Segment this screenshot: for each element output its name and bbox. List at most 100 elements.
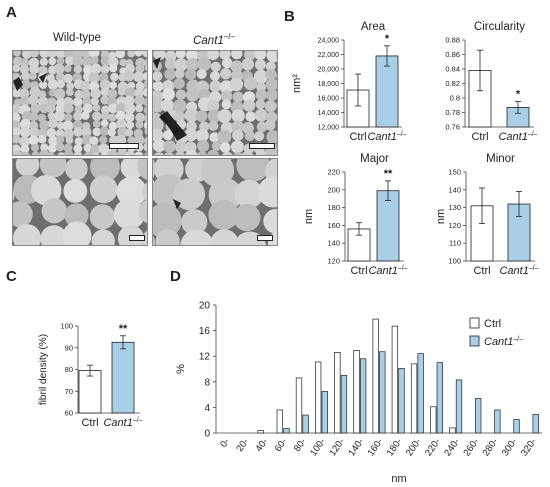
bar-ctrl: [391, 325, 399, 434]
fibril: [255, 150, 268, 155]
fibril: [276, 133, 277, 139]
y-tick-label: 120: [448, 221, 461, 230]
fibril: [207, 51, 220, 61]
fibril: [116, 118, 127, 130]
fibril: [143, 97, 147, 108]
fibril: [55, 142, 65, 152]
fibril: [127, 136, 136, 145]
fibril: [54, 110, 66, 122]
fibril: [266, 130, 277, 144]
fibril: [174, 68, 185, 79]
bar-ctrl: [430, 406, 437, 434]
fibril: [265, 61, 276, 72]
x-tick-label: 260-: [461, 436, 481, 458]
fibril: [142, 182, 147, 203]
x-tick-label: 240-: [442, 436, 462, 458]
fibril: [243, 99, 256, 112]
fibril: [134, 88, 144, 98]
fibril: [63, 73, 73, 84]
fibril: [13, 64, 21, 73]
fibril: [233, 231, 267, 245]
fibril: [241, 58, 255, 71]
fibril: [234, 179, 264, 209]
fibril: [80, 89, 91, 100]
fibril: [56, 121, 65, 130]
fibril: [64, 203, 89, 228]
fibril: [39, 159, 67, 178]
fibril: [81, 56, 93, 68]
fibril: [47, 112, 56, 120]
bar-ctrl: [372, 318, 379, 434]
fibril: [174, 151, 186, 155]
fibril: [244, 51, 256, 61]
fibril: [13, 224, 41, 245]
fibril: [28, 111, 39, 122]
bar-cant1: [532, 414, 539, 434]
bar-cant1: [376, 190, 400, 262]
fibril: [90, 159, 120, 182]
fibril: [107, 88, 118, 99]
bar-ctrl: [78, 370, 102, 414]
bar-ctrl: [346, 89, 370, 128]
fibril: [99, 79, 111, 91]
fibril: [254, 131, 265, 142]
fibril: [208, 120, 219, 131]
x-tick-label: 20-: [234, 436, 251, 454]
fibril: [37, 113, 46, 123]
fibril: [164, 58, 177, 70]
panel-letter-c: C: [6, 268, 17, 285]
fibril: [20, 144, 30, 154]
x-tick-label: 40-: [254, 436, 271, 454]
category-label: Ctrl: [471, 131, 488, 143]
fibril: [31, 143, 39, 152]
bar-cant1: [506, 107, 530, 128]
fibril: [195, 129, 209, 142]
fibril: [74, 137, 83, 146]
fibril: [92, 111, 102, 121]
fibril: [155, 229, 180, 245]
fibril: [63, 143, 73, 153]
fibril: [38, 135, 47, 144]
fibril: [143, 113, 147, 123]
category-label: Ctrl: [349, 131, 366, 143]
y-tick-label: 4: [204, 403, 210, 414]
fibril: [100, 119, 109, 128]
fibril: [254, 51, 267, 60]
fibril: [153, 81, 164, 92]
fibril: [41, 198, 67, 224]
fibril: [80, 80, 91, 92]
fibril: [115, 110, 126, 121]
fibril: [245, 111, 256, 122]
fibril: [62, 120, 74, 132]
fibril: [255, 99, 266, 110]
dark-region: [153, 57, 161, 69]
bar-cant1: [375, 55, 399, 128]
fibril: [135, 104, 144, 113]
fibril: [19, 64, 29, 74]
fibril: [197, 139, 210, 152]
fibril: [13, 201, 33, 228]
bar-ctrl: [295, 377, 303, 434]
fibril: [137, 159, 147, 181]
fibril: [62, 221, 92, 245]
fibril: [48, 118, 58, 129]
fibril: [65, 88, 74, 96]
significance-marker: *: [385, 33, 390, 45]
fibril: [173, 78, 185, 90]
y-axis-label: nm: [435, 209, 447, 224]
scale-bar: [129, 235, 145, 241]
fibril: [207, 149, 220, 155]
fibril: [266, 51, 277, 63]
fibril: [90, 63, 102, 75]
fibril: [13, 103, 22, 115]
fibril: [174, 58, 188, 72]
chart-title: Minor: [486, 153, 515, 165]
fibril: [164, 68, 176, 80]
fibril: [89, 204, 115, 230]
fibril: [175, 89, 187, 100]
fibril: [153, 51, 166, 61]
fibril: [57, 152, 66, 155]
fibril: [142, 51, 147, 58]
fibril: [90, 97, 99, 106]
fibril: [22, 51, 32, 59]
